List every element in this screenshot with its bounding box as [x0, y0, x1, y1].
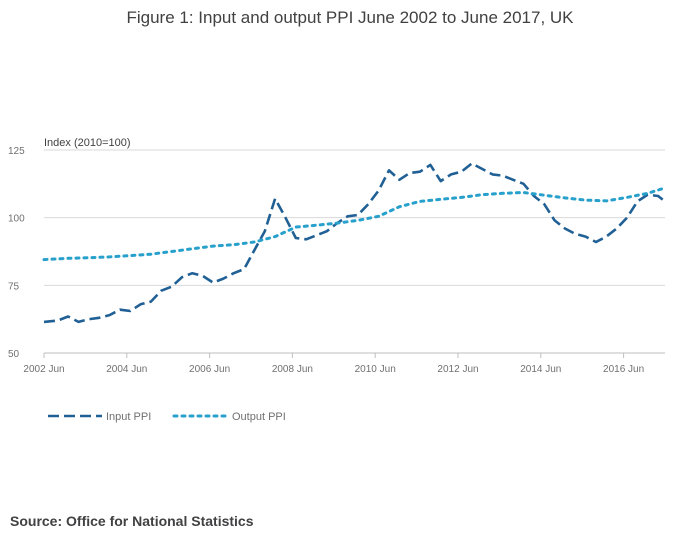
legend-label-input-ppi: Input PPI: [106, 411, 151, 423]
x-tick-label: 2002 Jun: [23, 364, 64, 375]
x-tick-label: 2006 Jun: [189, 364, 230, 375]
series-line-output-ppi: [42, 186, 667, 262]
y-tick-label: 50: [8, 349, 20, 360]
y-tick-label: 75: [8, 281, 20, 292]
x-tick-label: 2014 Jun: [520, 364, 561, 375]
chart-title: Figure 1: Input and output PPI June 2002…: [126, 8, 574, 27]
x-tick-label: 2004 Jun: [106, 364, 147, 375]
series-line-input-ppi: [43, 162, 666, 324]
y-tick-label: 125: [8, 146, 25, 157]
x-tick-label: 2010 Jun: [355, 364, 396, 375]
x-tick-label: 2016 Jun: [603, 364, 644, 375]
source-note: Source: Office for National Statistics: [10, 513, 254, 529]
y-tick-label: 100: [8, 214, 25, 225]
x-tick-label: 2012 Jun: [437, 364, 478, 375]
legend-label-output-ppi: Output PPI: [232, 411, 286, 423]
x-tick-label: 2008 Jun: [272, 364, 313, 375]
y-axis-label: Index (2010=100): [44, 137, 131, 149]
